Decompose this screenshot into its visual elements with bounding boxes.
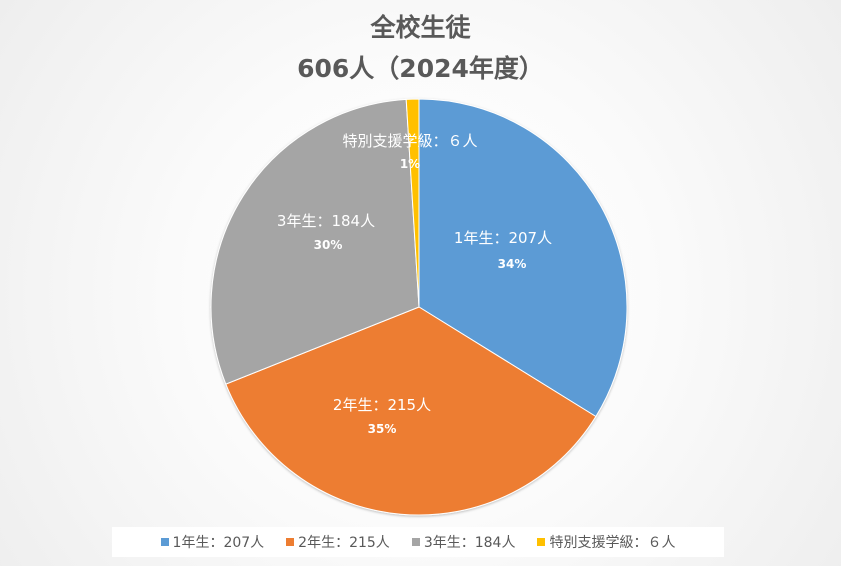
- legend-label-2: 2年生：215人: [298, 535, 390, 551]
- pie-slice-2: [225, 306, 597, 516]
- legend-label-3: 3年生：184人: [423, 535, 516, 551]
- pie-slice-3: [210, 98, 420, 385]
- chart-subtitle: 606人（2024年度）: [297, 54, 544, 83]
- slice-label-4: 特別支援学級：６人: [342, 132, 477, 150]
- pie-slice-4: [405, 98, 420, 308]
- slice-label-3: 3年生：184人: [277, 212, 375, 230]
- legend-swatch-4: [537, 538, 546, 546]
- slice-label-2: 2年生：215人: [333, 396, 431, 414]
- slice-percent-2: 35%: [368, 422, 397, 436]
- chart-title: 全校生徒: [370, 13, 471, 42]
- pie-slice-1: [418, 98, 628, 418]
- slice-percent-3: 30%: [314, 238, 343, 252]
- legend-label-4: 特別支援学級：６人: [549, 535, 676, 551]
- legend-swatch-3: [411, 538, 420, 546]
- slice-percent-4: 1%: [400, 157, 420, 171]
- legend-item-4: 特別支援学級：６人: [537, 532, 675, 552]
- legend-swatch-1: [160, 538, 169, 546]
- legend-item-2: 2年生：215人: [286, 532, 390, 552]
- legend-swatch-2: [286, 538, 295, 546]
- legend-item-3: 3年生：184人: [411, 532, 516, 552]
- legend-label-1: 1年生：207人: [172, 535, 265, 551]
- slice-label-1: 1年生：207人: [454, 229, 552, 247]
- legend-item-1: 1年生：207人: [160, 532, 265, 552]
- legend: 1年生：207人 2年生：215人 3年生：184人 特別支援学級：６人: [112, 527, 724, 557]
- slice-percent-1: 34%: [498, 257, 527, 271]
